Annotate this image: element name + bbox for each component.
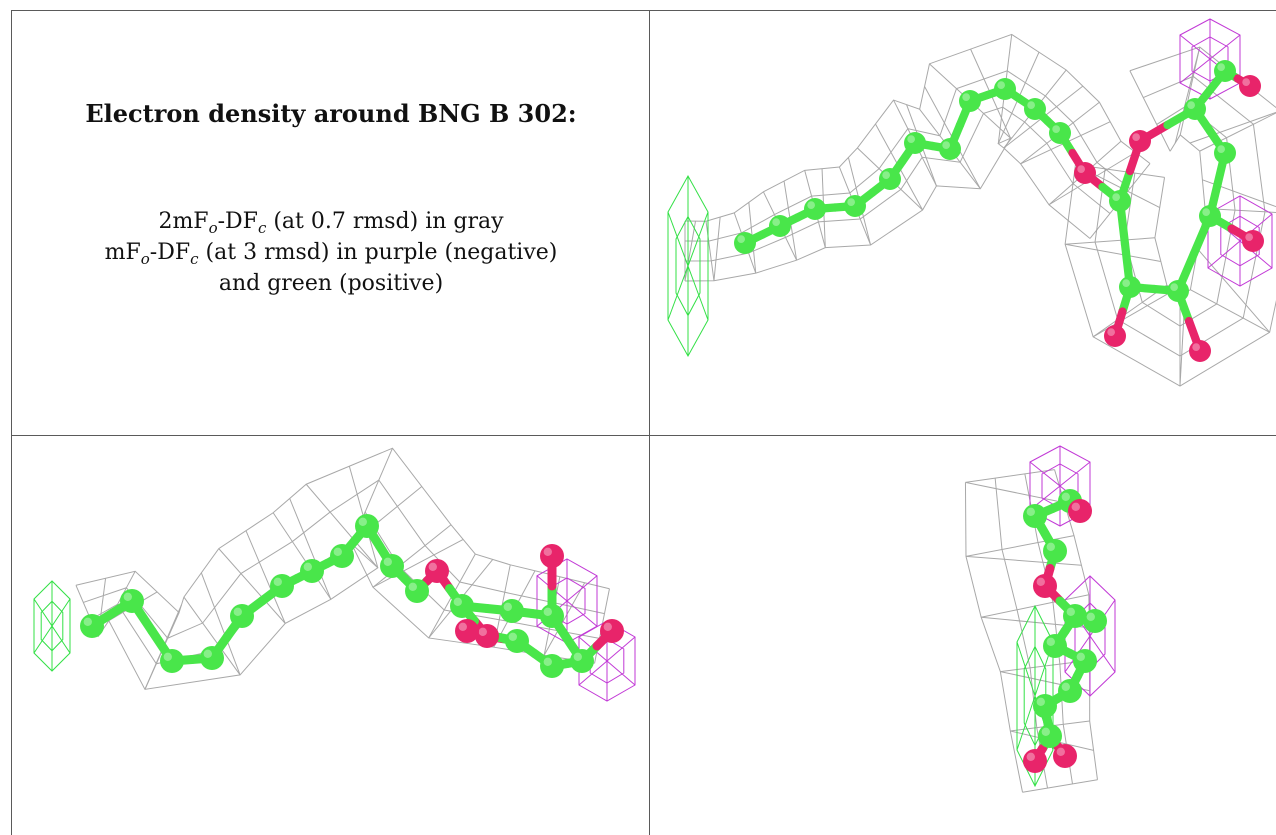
figure-table: Electron density around BNG B 302: 2mFo-… [11, 10, 1276, 835]
carbon-atom [1058, 679, 1082, 703]
carbon-atom [1073, 649, 1097, 673]
carbon-atom [1214, 60, 1236, 82]
mesh-positive-1 [33, 580, 71, 672]
mesh-positive-1 [1016, 604, 1054, 788]
carbon-atom [1083, 609, 1107, 633]
ligand-ball-stick-2 [80, 514, 624, 678]
molecule-view-1 [667, 18, 1276, 387]
density-view-top-right [650, 11, 1276, 435]
carbon-atom [80, 614, 104, 638]
density-view-bottom-left [12, 436, 649, 835]
carbon-atom [300, 559, 324, 583]
caption-cell: Electron density around BNG B 302: 2mFo-… [12, 11, 649, 435]
mesh-positive-1 [667, 174, 709, 358]
carbon-atom [1049, 122, 1071, 144]
oxygen-atom [475, 624, 499, 648]
carbon-atom [450, 594, 474, 618]
carbon-atom [1167, 280, 1189, 302]
molecule-view-3 [964, 445, 1116, 793]
carbon-atom [200, 646, 224, 670]
carbon-atom [160, 649, 184, 673]
carbon-atom [1119, 276, 1141, 298]
oxygen-atom [455, 619, 479, 643]
caption-line-fofc: mFo-DFc (at 3 rmsd) in purple (negative) [104, 240, 558, 268]
carbon-atom [330, 544, 354, 568]
carbon-atom [570, 649, 594, 673]
carbon-atom [120, 589, 144, 613]
oxygen-atom [1023, 749, 1047, 773]
table-border-row [11, 435, 1276, 436]
carbon-atom [1184, 98, 1206, 120]
carbon-atom [1033, 694, 1057, 718]
oxygen-atom [1129, 130, 1151, 152]
oxygen-atom [1074, 162, 1096, 184]
carbon-atom [769, 215, 791, 237]
oxygen-atom [540, 544, 564, 568]
carbon-atom [844, 195, 866, 217]
oxygen-atom [1053, 744, 1077, 768]
table-border-middle [649, 10, 650, 835]
oxygen-atom [1189, 340, 1211, 362]
carbon-atom [959, 90, 981, 112]
carbon-atom [270, 574, 294, 598]
carbon-atom [1109, 190, 1131, 212]
oxygen-atom [1239, 75, 1261, 97]
oxygen-atom [1242, 230, 1264, 252]
caption-title: Electron density around BNG B 302: [85, 99, 577, 128]
carbon-atom [879, 168, 901, 190]
ligand-ball-stick-3 [1023, 489, 1107, 773]
density-view-bottom-right [650, 436, 1276, 835]
carbon-atom [804, 198, 826, 220]
carbon-atom [734, 232, 756, 254]
carbon-atom [355, 514, 379, 538]
carbon-atom [405, 579, 429, 603]
carbon-atom [1214, 142, 1236, 164]
table-border-top [11, 10, 1276, 11]
carbon-atom [904, 132, 926, 154]
carbon-atom [1038, 724, 1062, 748]
carbon-atom [230, 604, 254, 628]
caption-line-positive: and green (positive) [218, 271, 444, 296]
carbon-atom [505, 629, 529, 653]
caption-line-2fofc: 2mFo-DFc (at 0.7 rmsd) in gray [158, 209, 504, 237]
carbon-atom [1063, 604, 1087, 628]
carbon-atom [380, 554, 404, 578]
carbon-atom [540, 604, 564, 628]
molecule-view-2 [33, 447, 636, 702]
mesh-2fofc-ring [1064, 46, 1276, 387]
carbon-atom [1043, 539, 1067, 563]
ligand-ball-stick-1 [734, 60, 1264, 362]
table-border-left [11, 10, 12, 835]
carbon-atom [1023, 504, 1047, 528]
caption-description: 2mFo-DFc (at 0.7 rmsd) in gray mFo-DFc (… [12, 206, 649, 299]
oxygen-atom [1104, 325, 1126, 347]
carbon-atom [540, 654, 564, 678]
oxygen-atom [600, 619, 624, 643]
carbon-atom [1043, 634, 1067, 658]
carbon-atom [1199, 205, 1221, 227]
carbon-atom [500, 599, 524, 623]
carbon-atom [994, 78, 1016, 100]
oxygen-atom [1068, 499, 1092, 523]
carbon-atom [1024, 98, 1046, 120]
oxygen-atom [425, 559, 449, 583]
oxygen-atom [1033, 574, 1057, 598]
carbon-atom [939, 138, 961, 160]
